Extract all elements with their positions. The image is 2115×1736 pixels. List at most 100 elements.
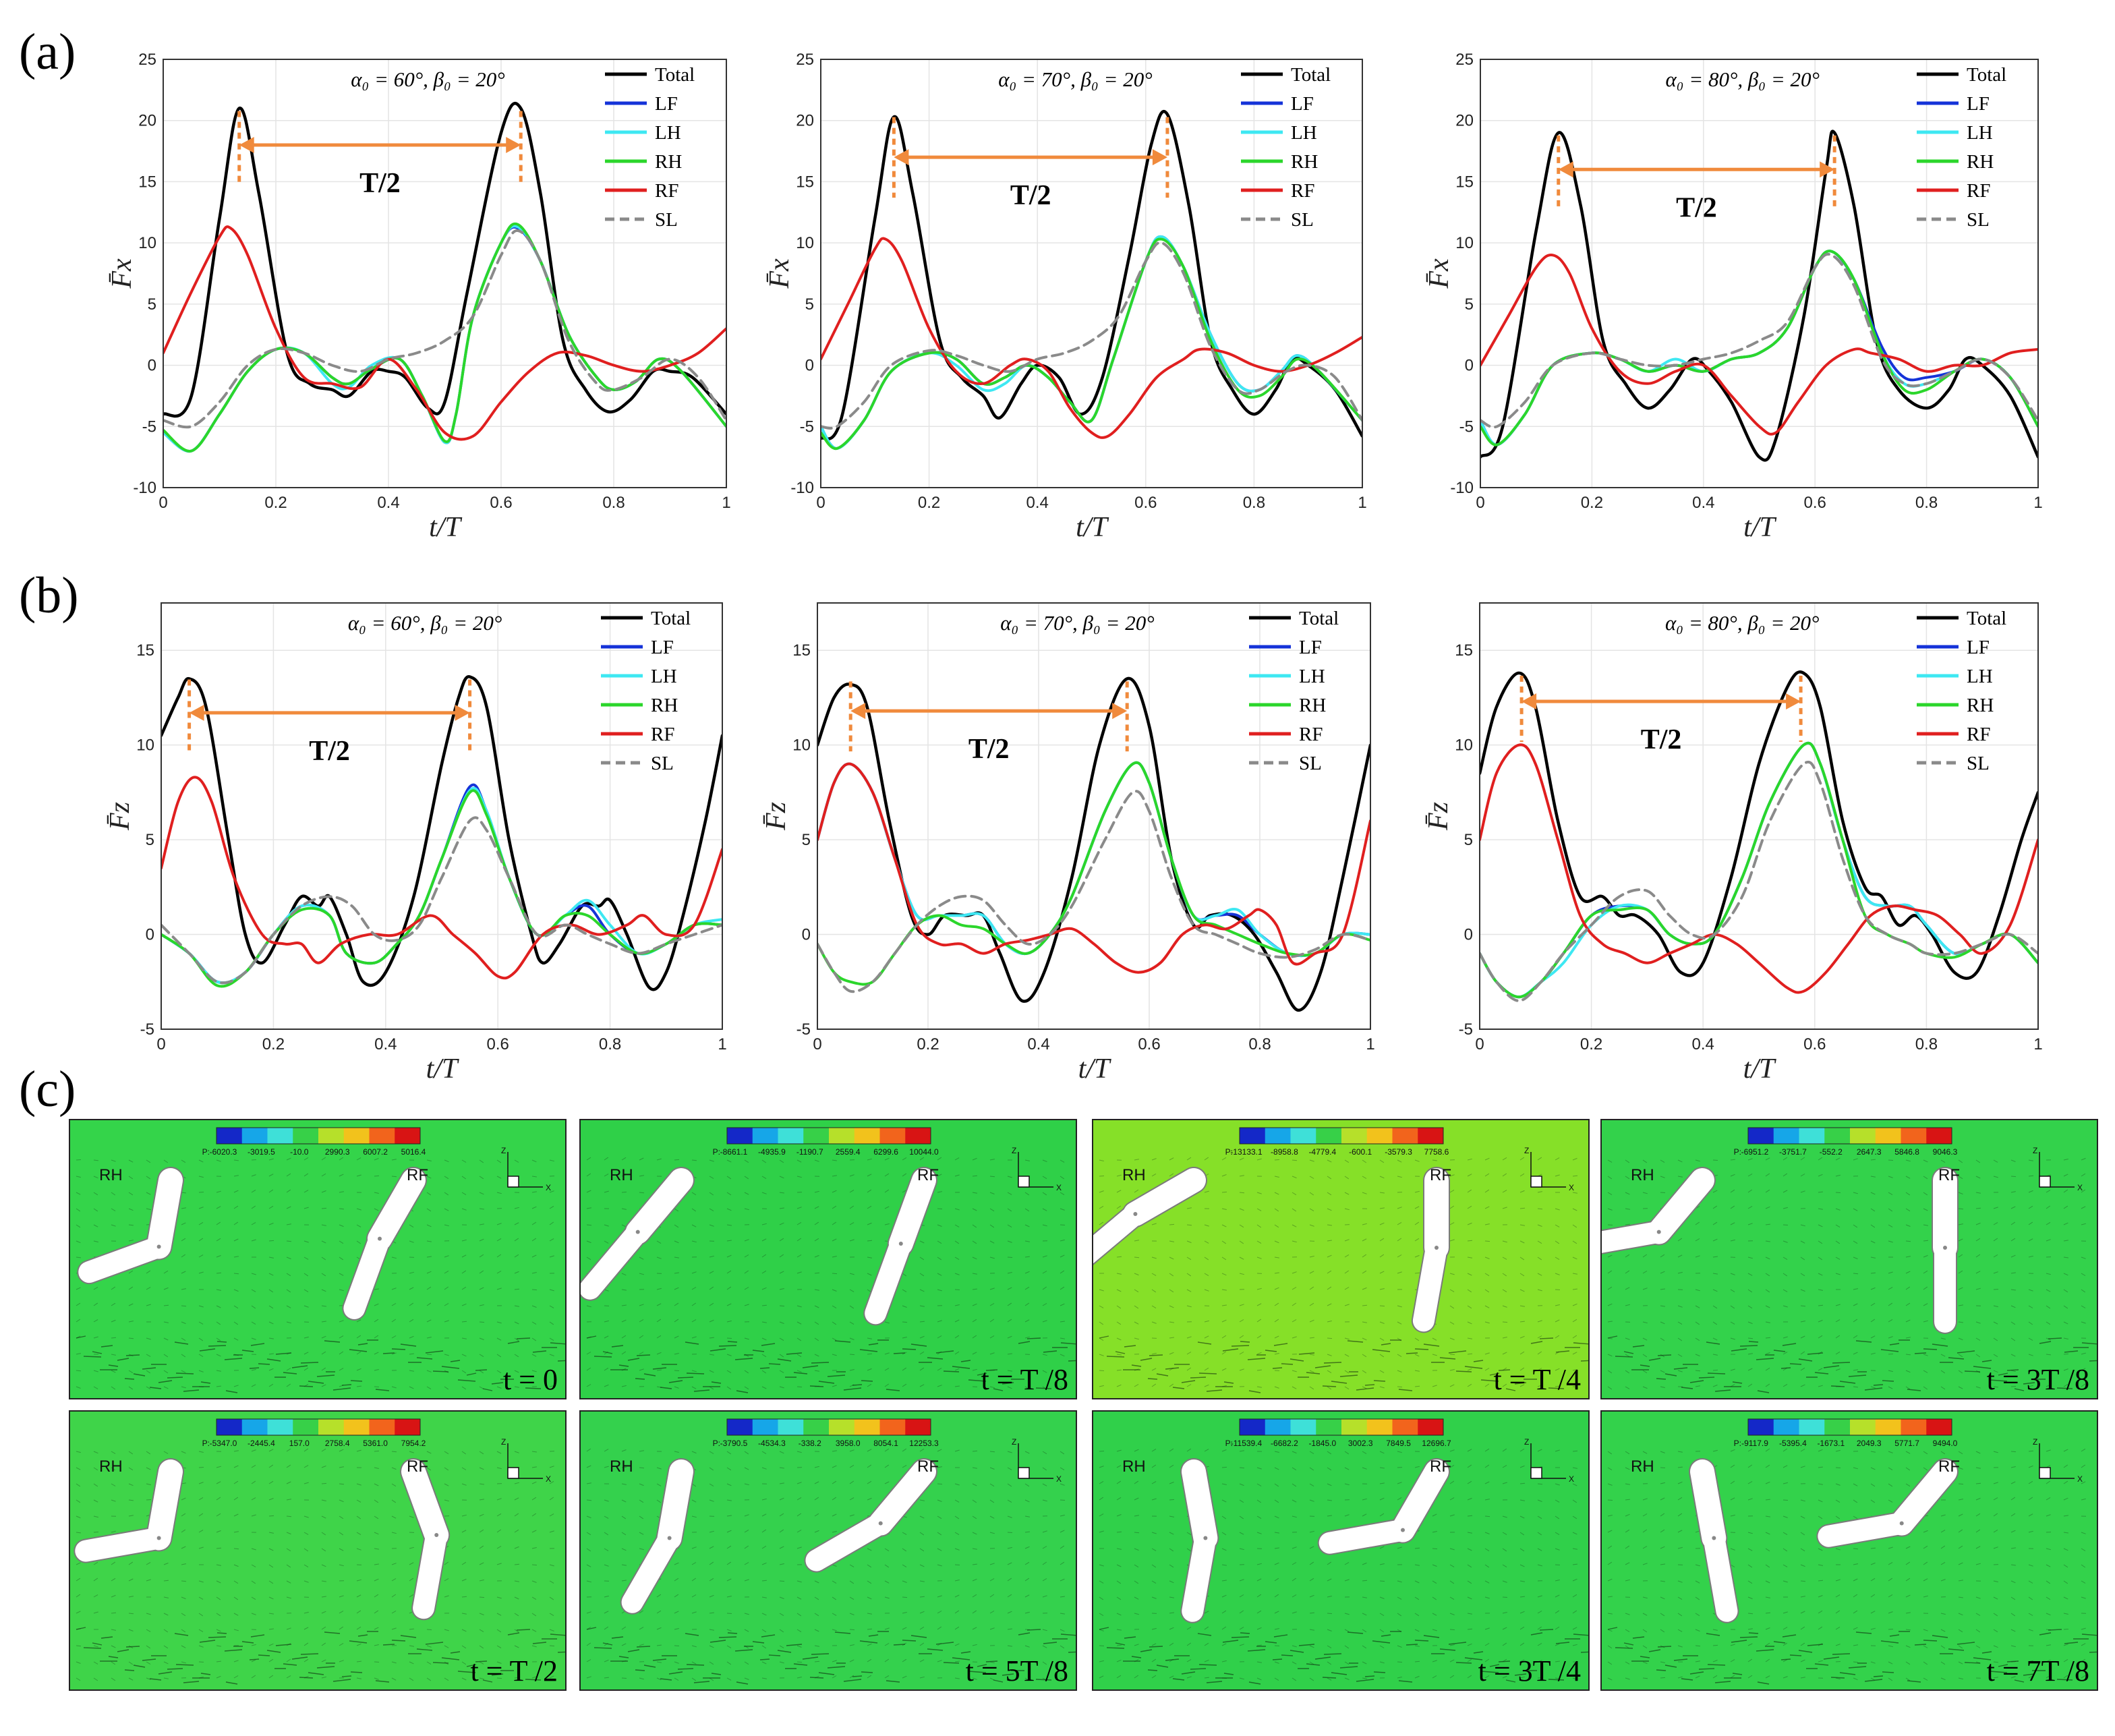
series-group: [1480, 129, 2038, 462]
y-tick-label: 5: [148, 295, 156, 314]
colorbar-segment: [829, 1128, 855, 1144]
y-tick-label: 20: [796, 112, 814, 130]
z-axis-label: Z: [1524, 1146, 1529, 1155]
leg-shin: [805, 1512, 892, 1571]
legend-label-lh: LH: [1967, 666, 1993, 687]
leg-rh: [74, 1458, 184, 1563]
period-annotation-label: T/2: [1676, 192, 1717, 223]
colorbar-segment: [1366, 1128, 1393, 1144]
z-axis-label: Z: [1524, 1437, 1529, 1447]
legend-label-rf: RF: [655, 180, 678, 202]
axis-origin-box: [507, 1176, 519, 1188]
plot-area: [817, 603, 1370, 1029]
legend-label-sl: SL: [1967, 753, 1990, 774]
series-group: [817, 676, 1370, 1012]
x-tick-label: 0.8: [602, 494, 625, 512]
series-group: [161, 675, 722, 991]
legend-label-rf: RF: [1967, 180, 1990, 202]
colorbar-tick-label: 3958.0: [836, 1439, 861, 1448]
leg-knee-joint: [434, 1532, 439, 1537]
y-axis-label: F̄x: [107, 258, 138, 289]
y-axis-label: F̄x: [764, 258, 795, 289]
snapshot-frame: [69, 1119, 567, 1399]
panel-label-b: (b): [19, 567, 79, 624]
arrow-head-right: [455, 704, 470, 721]
leg-thigh: [888, 1168, 936, 1256]
chart-title: α₀ = 80°, β₀ = 20°: [1665, 67, 1819, 91]
x-axis-label: X: [546, 1183, 551, 1192]
colorbar-segment: [318, 1419, 345, 1435]
colorbar-segment: [905, 1128, 931, 1144]
series-line-rf: [821, 237, 1362, 439]
leg-shin: [1601, 1221, 1670, 1253]
leg-rf: [863, 1167, 937, 1326]
legend-label-lf: LF: [1291, 93, 1314, 115]
leg-rh: [1689, 1458, 1739, 1623]
colorbar-segment: [1240, 1419, 1266, 1435]
colorbar-segment: [854, 1419, 880, 1435]
leg-knee-joint: [898, 1241, 903, 1246]
x-axis-label: X: [1056, 1474, 1062, 1484]
plot-frame: [161, 602, 723, 1030]
chart-a3: 0 0.2 0.4 0.6 0.8 1 -10 -5 0 5 10 15 20 25 t/T F̄x T/2 α₀…: [1424, 51, 2043, 543]
velocity-vectors: [76, 1157, 555, 1390]
colorbar-segment: [854, 1128, 880, 1144]
flow-snapshot: P:-11539.4 -6682.2 -1845.0 3002.3 7849.5 1269…: [1092, 1410, 1590, 1691]
legend-label-sl: SL: [1291, 209, 1314, 231]
leg-thigh: [368, 1168, 426, 1251]
colorbar-prefix: P:: [1734, 1439, 1741, 1448]
legend-label-sl: SL: [1967, 209, 1990, 231]
colorbar-tick-label: 5361.0: [363, 1439, 388, 1448]
leg-knee-joint: [1712, 1536, 1716, 1540]
colorbar-segment: [1341, 1419, 1368, 1435]
arrow-head-left: [189, 704, 204, 721]
series-line-sl: [817, 790, 1370, 993]
colorbar-tick-label: -8958.8: [1271, 1147, 1298, 1157]
colorbar-tick-label: -1190.7: [796, 1147, 823, 1157]
arrow-head-right: [506, 137, 521, 153]
y-tick-label: 15: [1455, 641, 1473, 660]
series-line-total: [821, 109, 1362, 440]
colorbar-tick-label: 9494.0: [1933, 1439, 1958, 1448]
series-line-sl: [821, 241, 1362, 430]
leg-thigh: [146, 1168, 183, 1259]
x-tick-label: 0.6: [1138, 1035, 1160, 1053]
axis-origin-box: [2039, 1176, 2051, 1188]
legend-label-total: Total: [1967, 64, 2006, 86]
leg-knee-joint: [156, 1244, 161, 1249]
chart-title: α₀ = 60°, β₀ = 20°: [348, 611, 502, 635]
leg-rh: [1093, 1167, 1207, 1266]
colorbar-segment: [1316, 1128, 1342, 1144]
colorbar-segment: [1418, 1419, 1444, 1435]
leg-label-rh: RH: [610, 1166, 633, 1184]
colorbar-tick-label: -4935.9: [758, 1147, 786, 1157]
colorbar-tick-label: 5771.7: [1894, 1439, 1919, 1448]
snapshot-frame: [1600, 1119, 2098, 1399]
colorbar-tick-label: 10044.0: [909, 1147, 939, 1157]
colorbar-tick-label: 5016.4: [401, 1147, 426, 1157]
snapshot-field: P: -3790.5 -4534.3 -338.2 3958.0 8054.1 12253.…: [580, 1411, 1076, 1690]
period-annotation-label: T/2: [359, 168, 401, 199]
x-axis-label: t/T: [426, 1053, 459, 1084]
legend-label-total: Total: [1299, 608, 1339, 629]
wake-vectors: [1099, 1335, 1589, 1393]
pressure-field-background: [1601, 1411, 2097, 1690]
chart-a1: 0 0.2 0.4 0.6 0.8 1 -10 -5 0 5 10 15 20 25 t/T F̄x T/2 α₀…: [107, 51, 731, 543]
colorbar-segment: [1316, 1419, 1342, 1435]
snapshot-field: P:-11539.4 -6682.2 -1845.0 3002.3 7849.5 1269…: [1093, 1411, 1589, 1690]
x-tick-label: 0.2: [1581, 494, 1603, 512]
leg-knee-joint: [878, 1521, 883, 1526]
z-axis-label: Z: [1012, 1437, 1016, 1447]
x-tick-label: 0: [156, 1035, 165, 1053]
snapshot-frame: [69, 1410, 567, 1691]
legend-label-rh: RH: [651, 695, 678, 716]
leg-rf: [1932, 1167, 1959, 1334]
y-tick-label: -5: [796, 1020, 811, 1039]
leg-shin: [343, 1227, 390, 1319]
leg-label-rh: RH: [1631, 1166, 1654, 1184]
wake-vectors: [1607, 1335, 2097, 1393]
leg-thigh: [401, 1459, 449, 1547]
colorbar-tick-label: 7849.5: [1386, 1439, 1411, 1448]
x-tick-label: 0: [816, 494, 825, 512]
